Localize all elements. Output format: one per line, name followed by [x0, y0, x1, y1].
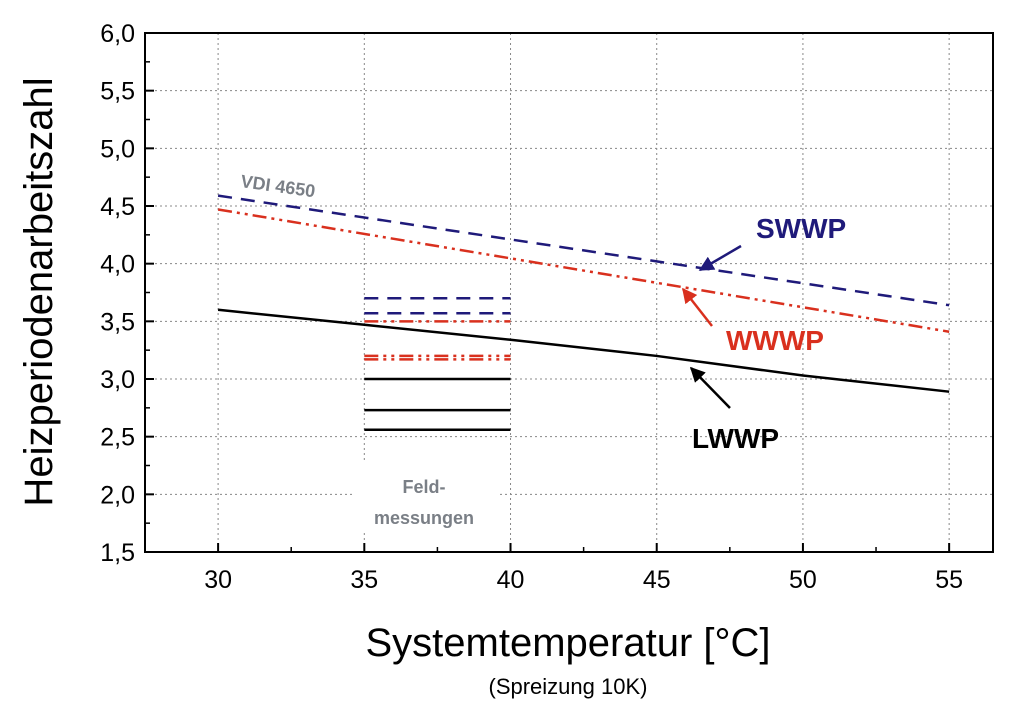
swwp-arrow: [698, 244, 742, 272]
y-axis-label: Heizperiodenarbeitszahl: [17, 77, 61, 506]
series-line-swwp: [217, 194, 950, 307]
y-tick-label: 2,5: [100, 424, 135, 452]
tick-labels: 30 35 40 45 50 55 1,5 2,0 2,5 3,0 3,5 4,0 4,5 5,0 5,5 6…: [100, 20, 963, 594]
wwwp-label: WWWP: [726, 325, 824, 356]
x-tick-label: 55: [935, 566, 963, 594]
series-line-wwwp: [217, 208, 950, 333]
x-tick-label: 40: [497, 566, 525, 594]
wwwp-arrow: [682, 287, 713, 327]
x-tick-label: 45: [643, 566, 671, 594]
y-tick-label: 6,0: [100, 20, 135, 48]
x-axis-label: Systemtemperatur [°C]: [366, 621, 771, 665]
x-tick-label: 35: [350, 566, 378, 594]
y-tick-label: 2,0: [100, 481, 135, 509]
x-axis-sublabel: (Spreizung 10K): [489, 674, 648, 699]
y-tick-label: 4,0: [100, 251, 135, 279]
field-measurement-lines: [364, 297, 511, 431]
x-tick-label: 30: [204, 566, 232, 594]
y-tick-label: 5,5: [100, 78, 135, 106]
feld-label-line2: messungen: [374, 508, 474, 528]
y-tick-label: 5,0: [100, 135, 135, 163]
series-line-lwwp: [217, 308, 950, 393]
y-tick-label: 3,5: [100, 308, 135, 336]
lwwp-arrow: [689, 366, 731, 409]
lwwp-label: LWWP: [692, 423, 779, 454]
feld-label-line1: Feld-: [403, 477, 446, 497]
y-tick-label: 3,0: [100, 366, 135, 394]
y-tick-label: 4,5: [100, 193, 135, 221]
swwp-label: SWWP: [756, 213, 846, 244]
y-tick-label: 1,5: [100, 539, 135, 567]
vdi-annotation: VDI 4650: [239, 171, 316, 201]
ticks: [144, 32, 951, 553]
series-lines: [217, 194, 950, 393]
x-tick-label: 50: [789, 566, 817, 594]
feld-label-background: [352, 462, 497, 532]
